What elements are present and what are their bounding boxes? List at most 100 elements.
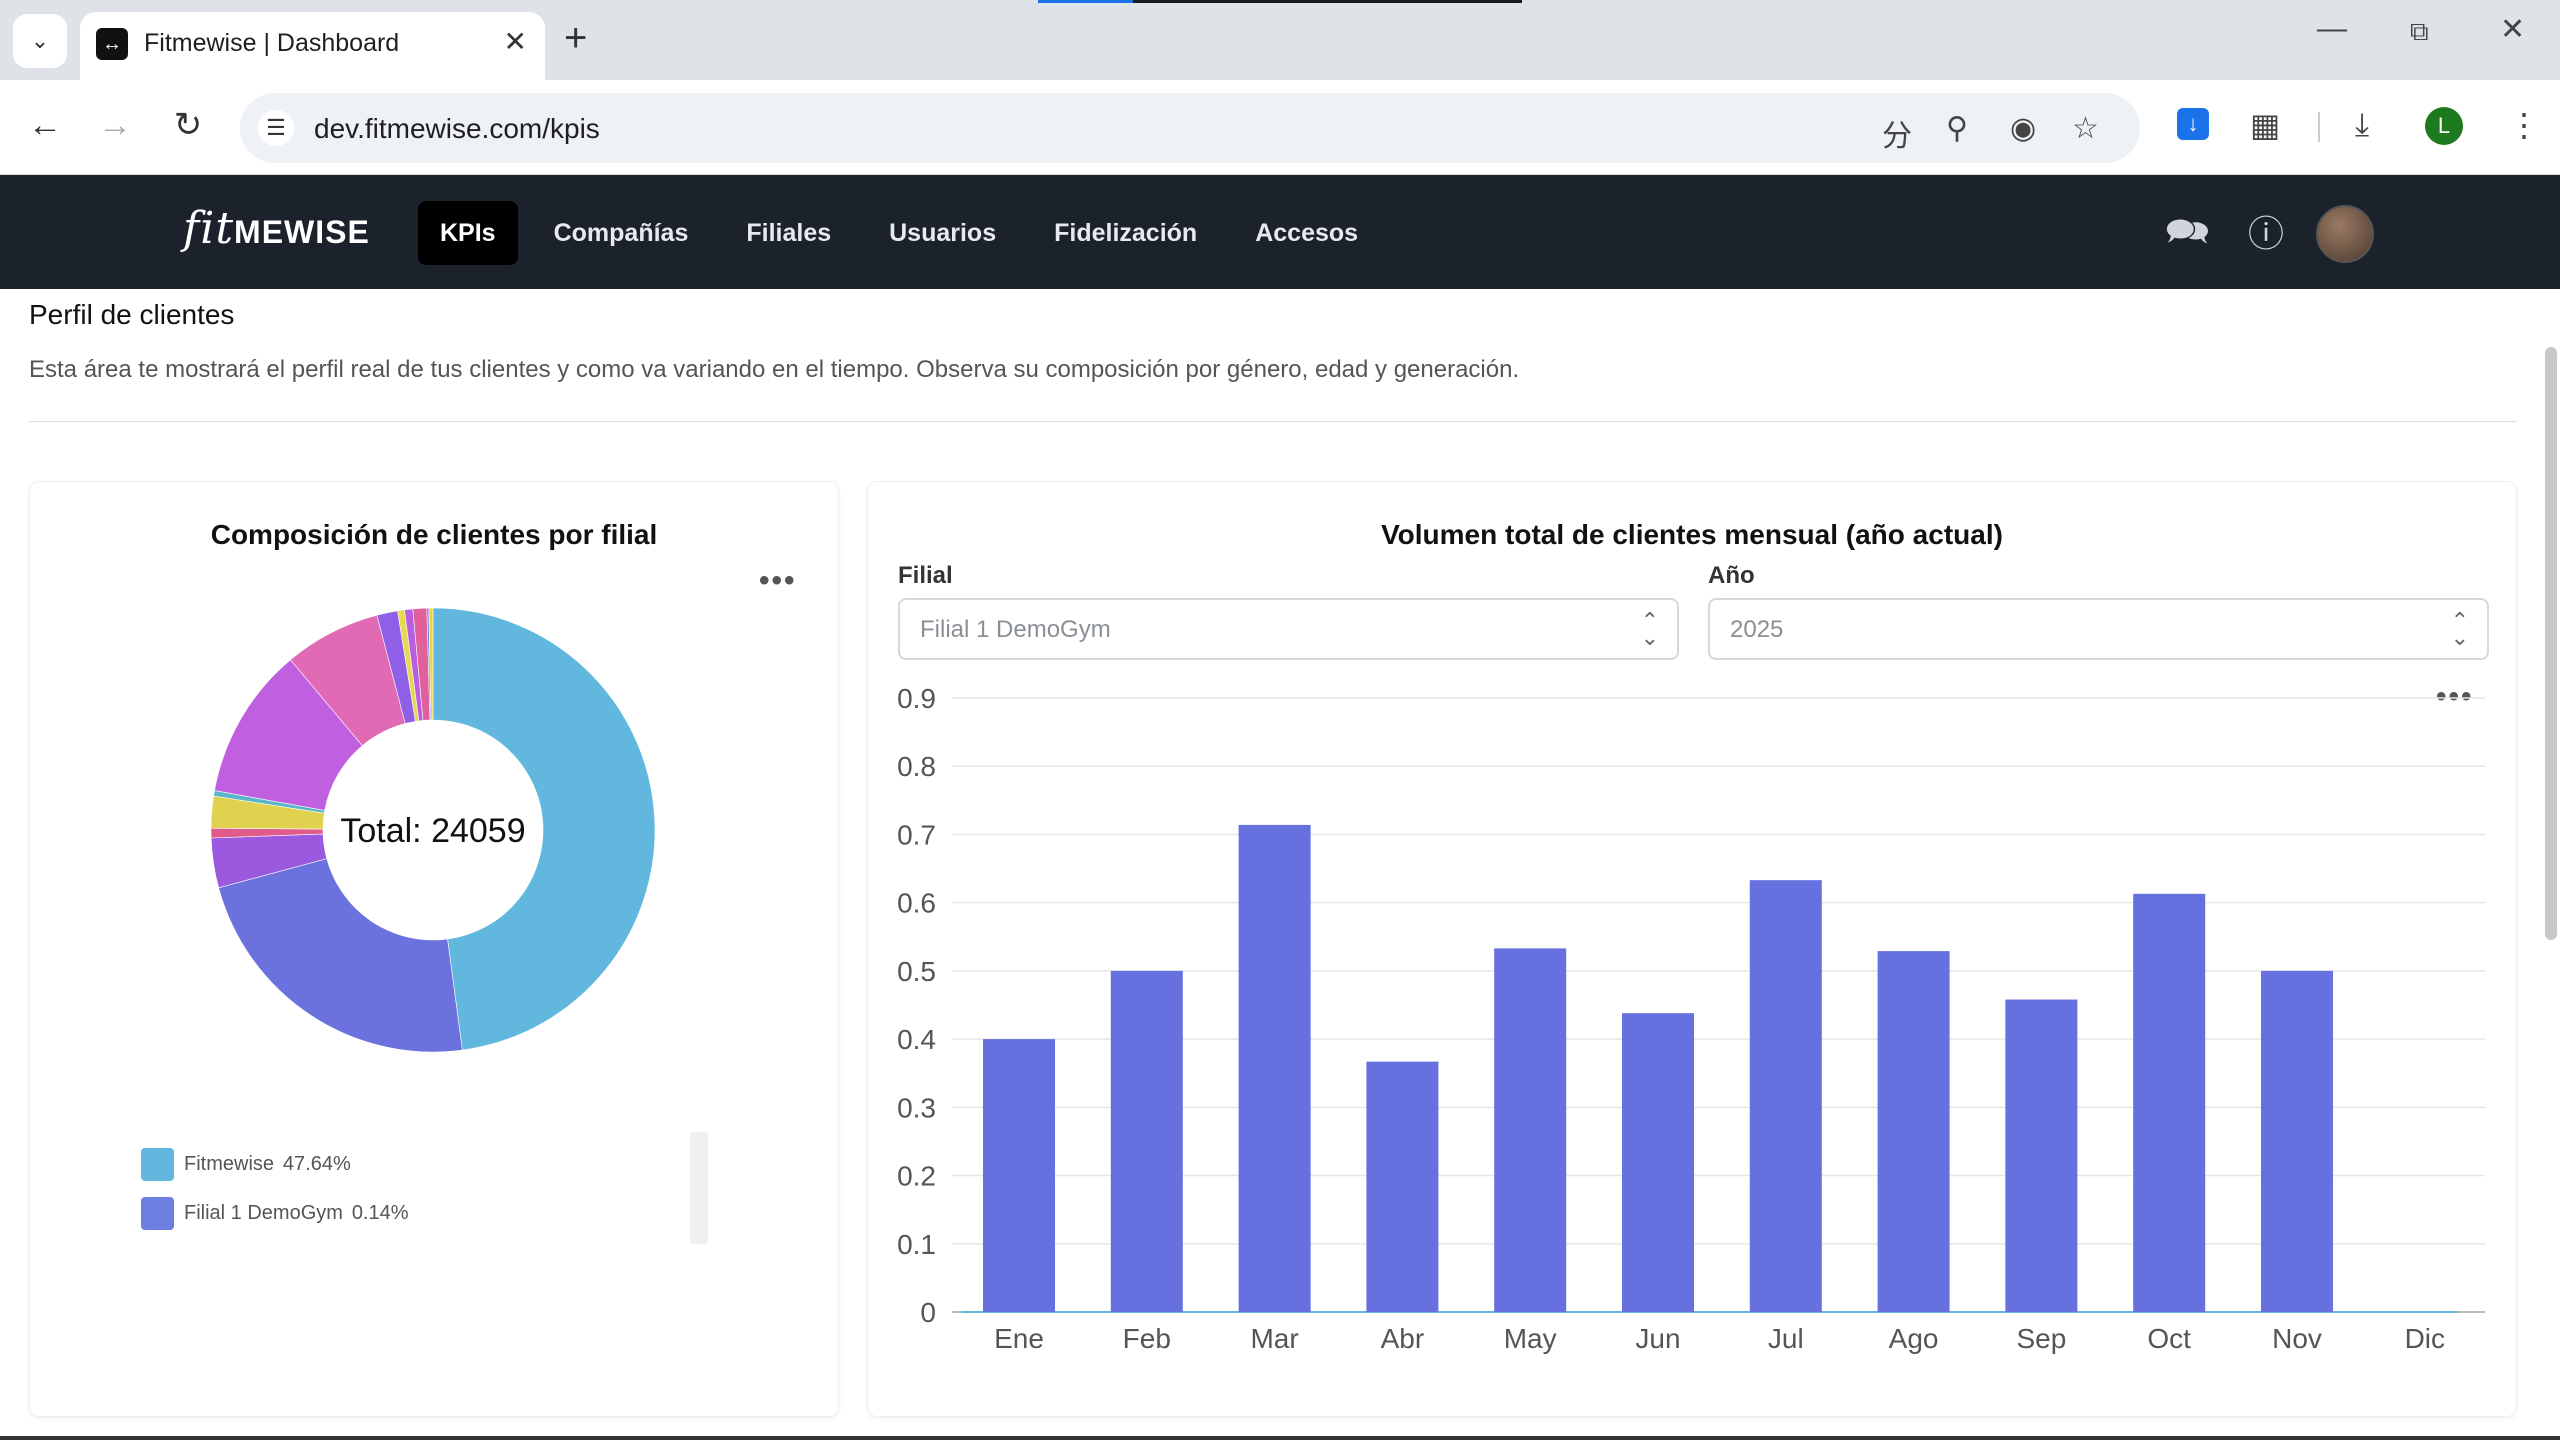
select-arrows-icon: ⌃ ⌄	[2450, 608, 2469, 650]
legend-item-partial[interactable]	[141, 1238, 409, 1244]
window-close-icon[interactable]: ✕	[2500, 13, 2526, 46]
legend-label: Filial 1 DemoGym	[184, 1202, 343, 1224]
y-tick-label: 0.1	[897, 1229, 936, 1260]
main-menu: KPIs Compañías Filiales Usuarios Fideliz…	[418, 201, 1394, 265]
site-favicon-icon: ↔	[96, 28, 128, 60]
tab-search-button[interactable]: ⌄	[13, 14, 67, 68]
bar-feb[interactable]	[1110, 970, 1183, 1312]
y-tick-label: 0.5	[897, 956, 936, 987]
logo-mewise: MEWISE	[234, 214, 370, 250]
legend-scrollbar[interactable]	[690, 1132, 708, 1244]
x-tick-label: Mar	[1250, 1323, 1298, 1354]
y-tick-label: 0.2	[897, 1161, 936, 1192]
donut-legend: Fitmewise 47.64% Filial 1 DemoGym 0.14%	[141, 1140, 409, 1244]
tracking-hidden-icon[interactable]: ◉	[2010, 112, 2037, 145]
x-tick-label: Nov	[2272, 1323, 2322, 1354]
y-tick-label: 0.4	[897, 1024, 936, 1055]
logo-fit: fit	[183, 203, 235, 254]
site-settings-icon[interactable]: ☰	[258, 110, 294, 146]
donut-chart-title: Composición de clientes por filial	[210, 519, 658, 550]
new-tab-button[interactable]: +	[564, 16, 588, 60]
bar-chart: 0 0.1 0.2 0.3 0.4 0.5 0.6 0.7 0.8 0.9 Ene Feb Mar Abr…	[897, 683, 2485, 1354]
app-navbar: fitMEWISE KPIs Compañías Filiales Usuari…	[0, 175, 2560, 289]
legend-swatch	[141, 1148, 174, 1181]
download-extension-icon[interactable]: ↓	[2177, 108, 2209, 140]
profile-avatar[interactable]: L	[2425, 107, 2463, 145]
bar-ago[interactable]	[1877, 951, 1950, 1312]
y-tick-label: 0.3	[897, 1092, 936, 1123]
forward-arrow-icon[interactable]: →	[98, 105, 132, 144]
loading-progress-bar	[1038, 0, 1522, 3]
x-tick-label: Oct	[2147, 1323, 2191, 1354]
tab-close-icon[interactable]: ✕	[503, 26, 527, 57]
bar-sep[interactable]	[2005, 999, 2078, 1312]
x-tick-label: Abr	[1381, 1323, 1425, 1354]
url-text[interactable]: dev.fitmewise.com/kpis	[314, 113, 600, 144]
nav-accesos[interactable]: Accesos	[1255, 218, 1359, 247]
year-select[interactable]: 2025 ⌃ ⌄	[1708, 598, 2489, 660]
donut-slice[interactable]	[432, 607, 656, 1051]
bar-mar[interactable]	[1238, 824, 1311, 1312]
x-tick-label: May	[1504, 1323, 1557, 1354]
donut-chart: Total: 24059	[210, 607, 656, 1053]
bar-jun[interactable]	[1622, 1013, 1694, 1312]
tab-title: Fitmewise | Dashboard	[144, 29, 400, 57]
zoom-out-icon[interactable]: ⚲	[1946, 112, 1968, 145]
nav-kpis[interactable]: KPIs	[418, 201, 518, 265]
window-bottom-edge	[0, 1436, 2560, 1440]
bar-may[interactable]	[1494, 948, 1567, 1312]
year-select-value: 2025	[1730, 616, 1784, 643]
bar-ene[interactable]	[983, 1039, 1055, 1312]
bar-more-options-icon[interactable]: •••	[2436, 680, 2474, 713]
legend-item-fitmewise[interactable]: Fitmewise 47.64%	[141, 1140, 409, 1189]
donut-slice[interactable]	[428, 607, 434, 721]
back-arrow-icon[interactable]: ←	[28, 105, 62, 144]
bar-abr[interactable]	[1366, 1061, 1439, 1312]
y-tick-label: 0.7	[897, 819, 936, 850]
bar-nov[interactable]	[2261, 970, 2333, 1312]
section-title: Perfil de clientes	[29, 299, 235, 330]
toolbar-separator	[2318, 112, 2320, 142]
browser-tab-strip: ⌄ ↔ Fitmewise | Dashboard ✕ + — ⧉ ✕	[0, 0, 2560, 80]
nav-fidelizacion[interactable]: Fidelización	[1054, 218, 1198, 247]
select-arrows-icon: ⌃ ⌄	[1640, 608, 1659, 650]
help-icon[interactable]: ⓘ	[2248, 213, 2285, 254]
address-bar[interactable]: ☰ dev.fitmewise.com/kpis 分 ⚲ ◉ ☆	[240, 93, 2140, 163]
browser-toolbar: ← → ↻ ☰ dev.fitmewise.com/kpis 分 ⚲ ◉ ☆ ↓…	[0, 80, 2560, 175]
bar-oct[interactable]	[2133, 893, 2206, 1312]
page-scrollbar[interactable]	[2545, 347, 2557, 940]
legend-pct: 47.64%	[282, 1153, 351, 1175]
nav-filiales[interactable]: Filiales	[746, 218, 832, 247]
nav-companias[interactable]: Compañías	[553, 218, 689, 247]
extensions-puzzle-icon[interactable]: ▦	[2250, 107, 2281, 143]
minimize-icon[interactable]: —	[2317, 12, 2347, 45]
filial-select[interactable]: Filial 1 DemoGym ⌃ ⌄	[898, 598, 1679, 660]
y-tick-label: 0.9	[897, 683, 936, 714]
legend-swatch	[141, 1197, 174, 1230]
y-tick-label: 0	[920, 1297, 936, 1328]
x-tick-label: Feb	[1123, 1323, 1171, 1354]
x-tick-label: Jul	[1768, 1323, 1804, 1354]
section-description: Esta área te mostrará el perfil real de …	[29, 356, 1520, 383]
bookmark-star-icon[interactable]: ☆	[2072, 112, 2099, 145]
downloads-icon[interactable]: ⤓	[2355, 106, 2370, 142]
x-tick-label: Dic	[2405, 1323, 2445, 1354]
x-tick-label: Ene	[994, 1323, 1044, 1354]
chat-icon[interactable]: 🗪	[2165, 210, 2210, 251]
x-tick-label: Sep	[2016, 1323, 2066, 1354]
legend-item-filial-1[interactable]: Filial 1 DemoGym 0.14%	[141, 1189, 409, 1238]
fitmewise-logo[interactable]: fitMEWISE	[183, 203, 370, 254]
translate-icon[interactable]: 分	[1882, 120, 1912, 153]
kebab-menu-icon[interactable]: ⋮	[2508, 107, 2540, 143]
donut-slice[interactable]	[218, 858, 463, 1053]
user-avatar[interactable]	[2316, 205, 2374, 263]
reload-icon[interactable]: ↻	[173, 106, 203, 144]
bar-jul[interactable]	[1749, 880, 1822, 1312]
legend-pct: 0.14%	[351, 1202, 409, 1224]
nav-usuarios[interactable]: Usuarios	[889, 218, 997, 247]
restore-icon[interactable]: ⧉	[2410, 16, 2429, 46]
y-tick-label: 0.8	[897, 751, 936, 782]
section-divider	[29, 421, 2517, 422]
donut-more-options-icon[interactable]: •••	[759, 564, 797, 597]
browser-tab-active[interactable]: ↔ Fitmewise | Dashboard ✕	[80, 12, 545, 80]
